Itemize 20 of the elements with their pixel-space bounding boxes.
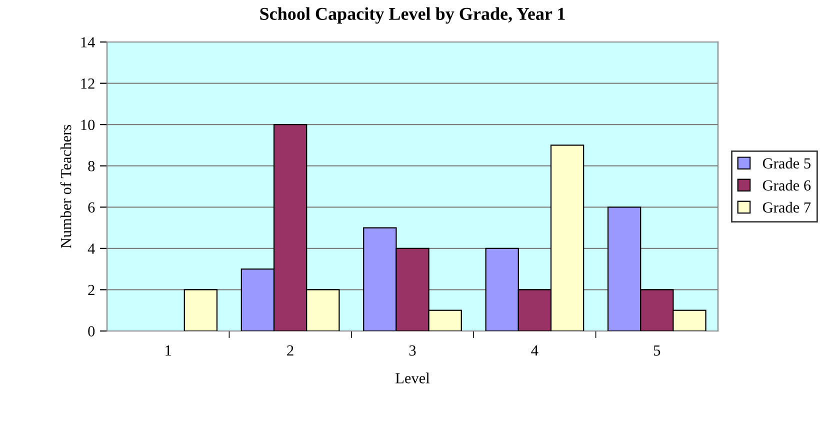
x-axis-title: Level [396, 372, 430, 384]
y-tick-label: 8 [88, 161, 95, 172]
legend-label: Grade 5 [762, 158, 810, 169]
x-tick-label: 4 [531, 345, 538, 356]
chart-title: School Capacity Level by Grade, Year 1 [260, 7, 565, 24]
y-tick-label: 2 [88, 284, 94, 296]
x-tick-label: 1 [166, 345, 172, 356]
y-tick-label: 4 [88, 244, 95, 254]
y-axis-title: Number of Teachers [60, 124, 72, 248]
y-tick-label: 6 [88, 202, 95, 213]
x-tick-label: 3 [409, 345, 416, 356]
x-tick-label: 5 [654, 345, 660, 356]
legend-label: Grade 7 [762, 202, 811, 213]
y-tick-label: 12 [81, 78, 94, 89]
y-tick-label: 14 [81, 37, 95, 48]
y-tick-label: 10 [81, 120, 95, 130]
bar [184, 289, 218, 331]
y-tick-label: 0 [88, 326, 95, 336]
x-tick-label: 2 [287, 345, 294, 356]
legend-label: Grade 6 [762, 180, 811, 191]
